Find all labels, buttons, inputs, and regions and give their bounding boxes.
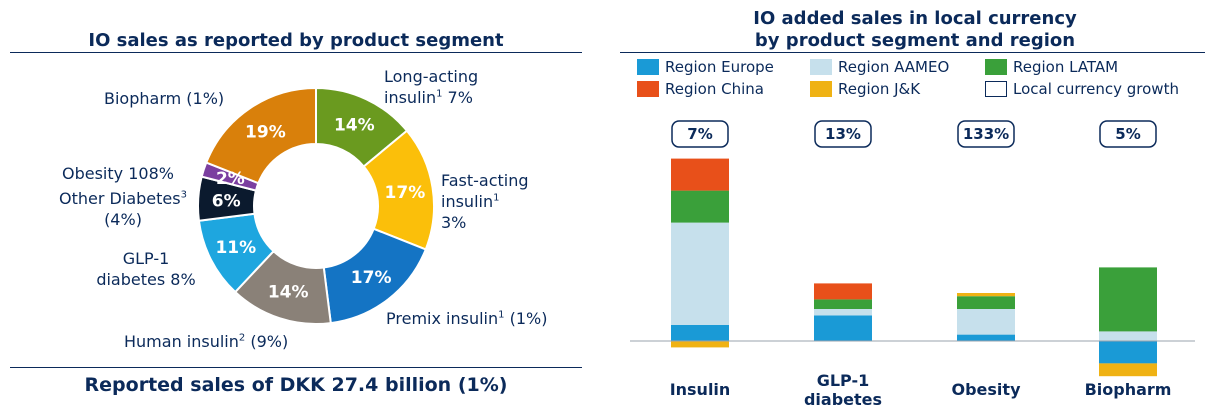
bar-segment (671, 158, 729, 191)
category-label: Insulin (670, 380, 731, 399)
legend-swatch (810, 59, 832, 75)
reported-sales-note: Reported sales of DKK 27.4 billion (1%) (84, 374, 508, 396)
bar-segment (957, 296, 1015, 309)
legend-swatch (637, 81, 659, 97)
donut-slice (204, 86, 317, 185)
donut-value-label: 6% (212, 191, 241, 211)
label-other-diabetes: Other Diabetes3 (4%) (59, 189, 187, 229)
donut-value-label: 17% (351, 268, 392, 288)
category-label: diabetes (804, 390, 882, 409)
legend-swatch (985, 81, 1007, 97)
label-long-acting: Long-acting insulin1 7% (384, 67, 479, 107)
label-premix: Premix insulin1 (1%) (386, 309, 548, 328)
growth-label: 5% (1115, 125, 1140, 143)
label-human: Human insulin2 (9%) (124, 332, 289, 351)
bar-segment (671, 325, 729, 341)
pie-title: IO sales as reported by product segment (88, 30, 504, 51)
bar-segment (1099, 363, 1157, 377)
bar-segment (671, 222, 729, 325)
donut-value-label: 2% (216, 169, 245, 189)
label-glp1: GLP-1 diabetes 8% (96, 249, 196, 289)
bar-segment (814, 283, 872, 300)
bar-segment (671, 341, 729, 348)
bar-segment (1099, 331, 1157, 341)
bar-segment (814, 309, 872, 316)
growth-box (1099, 120, 1157, 148)
bar-segment (814, 315, 872, 341)
growth-box (671, 120, 729, 148)
legend-aameo: Region AAMEO (810, 58, 949, 76)
legend-jk: Region J&K (810, 80, 920, 98)
pie-title-rule (10, 52, 582, 53)
legend-swatch (985, 59, 1007, 75)
growth-label: 13% (825, 125, 861, 143)
bottom-rule (10, 367, 582, 368)
legend-swatch (810, 81, 832, 97)
category-label: Obesity (952, 380, 1022, 399)
bar-segment (671, 190, 729, 223)
donut-chart: 14% 17% 17% 14% 11% 6%2% 19% (197, 86, 435, 325)
growth-label: 7% (687, 125, 712, 143)
bar-segment (1099, 341, 1157, 364)
donut-value-label: 14% (334, 116, 375, 136)
bar-title-rule (620, 52, 1205, 53)
donut-value-label: 11% (215, 238, 256, 258)
legend-europe: Region Europe (637, 58, 774, 76)
label-fast-acting: Fast-acting insulin1 3% (441, 171, 529, 232)
bar-segment (814, 299, 872, 309)
bar-segment (957, 293, 1015, 297)
donut-value-label: 17% (385, 183, 426, 203)
bar-title: IO added sales in local currency by prod… (753, 8, 1077, 51)
bar-segment (957, 334, 1015, 341)
donut-value-label: 14% (268, 283, 309, 303)
legend-latam: Region LATAM (985, 58, 1118, 76)
legend-local-currency-growth: Local currency growth (985, 80, 1179, 98)
legend-china: Region China (637, 80, 764, 98)
label-obesity: Obesity 108% (62, 164, 174, 183)
label-biopharm: Biopharm (1%) (104, 89, 225, 108)
category-label: GLP-1 (817, 371, 870, 390)
bar-segment (1099, 267, 1157, 332)
growth-label: 133% (963, 125, 1009, 143)
growth-box (814, 120, 872, 148)
donut-value-label: 19% (245, 123, 286, 143)
bar-segment (957, 309, 1015, 335)
category-label: Biopharm (1085, 380, 1172, 399)
legend-swatch (637, 59, 659, 75)
growth-box (957, 120, 1015, 148)
